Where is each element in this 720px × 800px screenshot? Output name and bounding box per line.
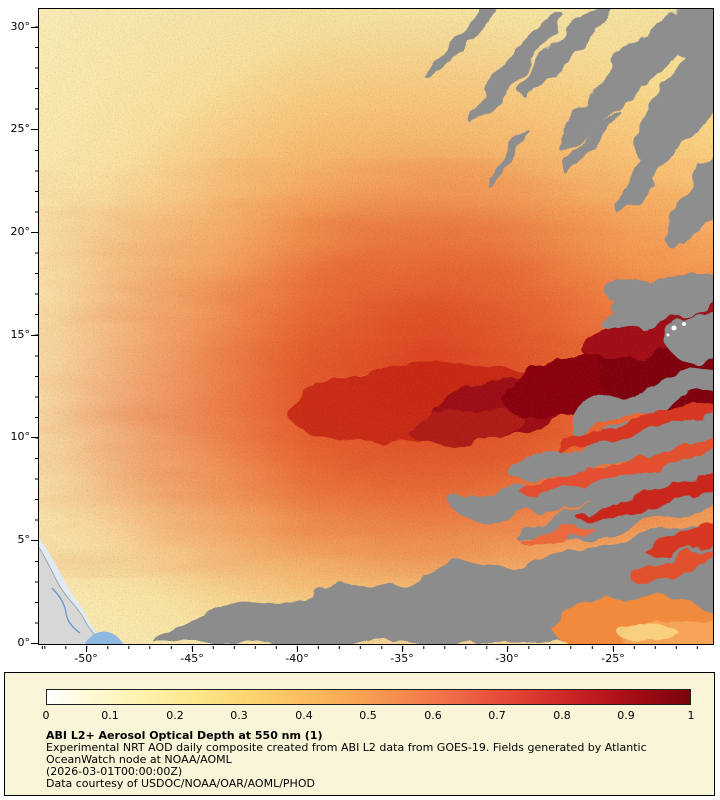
colorbar-tick-label: 0.1 bbox=[101, 709, 119, 722]
x-tick-mark bbox=[613, 646, 614, 652]
legend-text-block: ABI L2+ Aerosol Optical Depth at 550 nm … bbox=[46, 730, 647, 790]
colorbar-tick-label: 0.5 bbox=[359, 709, 377, 722]
y-tick-mark bbox=[31, 27, 38, 28]
legend-timestamp: (2026-03-01T00:00:00Z) bbox=[46, 765, 183, 778]
x-tick-mark bbox=[297, 646, 298, 652]
bright-specks bbox=[666, 322, 686, 337]
y-tick-label: 30° bbox=[10, 20, 31, 33]
colorbar-tick-label: 0.4 bbox=[295, 709, 313, 722]
x-tick-label: -25° bbox=[601, 652, 625, 665]
y-tick-label: 25° bbox=[10, 122, 31, 135]
aod-map-raster bbox=[38, 8, 714, 645]
legend-title: ABI L2+ Aerosol Optical Depth at 550 nm … bbox=[46, 729, 323, 742]
dust-streaks-in-cloud-gap bbox=[519, 401, 714, 615]
x-tick-mark bbox=[402, 646, 403, 652]
colorbar-tick-label: 0.3 bbox=[230, 709, 248, 722]
x-tick-mark bbox=[192, 646, 193, 652]
river-line bbox=[51, 587, 81, 634]
y-tick-label: 5° bbox=[17, 533, 31, 546]
legend-courtesy: Data courtesy of USDOC/NOAA/OAR/AOML/PHO… bbox=[46, 777, 315, 790]
no-data-clouds-right-middle bbox=[601, 274, 714, 362]
y-tick-label: 10° bbox=[10, 430, 31, 443]
colorbar-tick-label: 0.7 bbox=[488, 709, 506, 722]
y-tick-mark bbox=[31, 540, 38, 541]
y-tick-mark bbox=[31, 437, 38, 438]
x-tick-mark bbox=[507, 646, 508, 652]
colorbar-tick-label: 1 bbox=[687, 709, 695, 722]
y-tick-mark bbox=[31, 335, 38, 336]
aerosol-patch-bottom-right bbox=[551, 596, 714, 645]
colorbar-tick-label: 0 bbox=[42, 709, 50, 722]
x-tick-label: -45° bbox=[180, 652, 204, 665]
x-tick-label: -35° bbox=[390, 652, 414, 665]
x-tick-label: -50° bbox=[74, 652, 98, 665]
y-tick-mark bbox=[31, 643, 38, 644]
y-tick-label: 0° bbox=[17, 636, 31, 649]
no-data-clouds-top-right bbox=[425, 8, 714, 249]
legend-description-line-2: OceanWatch node at NOAA/AOML bbox=[46, 753, 232, 766]
y-tick-mark bbox=[31, 129, 38, 130]
y-tick-mark bbox=[31, 232, 38, 233]
y-minor-ticks bbox=[35, 8, 38, 645]
map-frame bbox=[38, 8, 714, 645]
colorbar-tick-label: 0.2 bbox=[166, 709, 184, 722]
x-minor-ticks bbox=[38, 646, 714, 649]
colorbar-tick-label: 0.8 bbox=[553, 709, 571, 722]
x-tick-label: -40° bbox=[285, 652, 309, 665]
colorbar-tick-label: 0.6 bbox=[424, 709, 442, 722]
colorbar-gradient bbox=[46, 689, 691, 705]
y-tick-label: 20° bbox=[10, 225, 31, 238]
x-tick-mark bbox=[86, 646, 87, 652]
x-tick-label: -30° bbox=[495, 652, 519, 665]
colorbar-tick-label: 0.9 bbox=[617, 709, 635, 722]
legend-panel: 0 0.1 0.2 0.3 0.4 0.5 0.6 0.7 0.8 0.9 1 … bbox=[4, 672, 715, 796]
coastal-land-south-america bbox=[38, 536, 124, 645]
y-tick-label: 15° bbox=[10, 328, 31, 341]
legend-description-line-1: Experimental NRT AOD daily composite cre… bbox=[46, 741, 647, 754]
estuary-water bbox=[84, 631, 124, 645]
